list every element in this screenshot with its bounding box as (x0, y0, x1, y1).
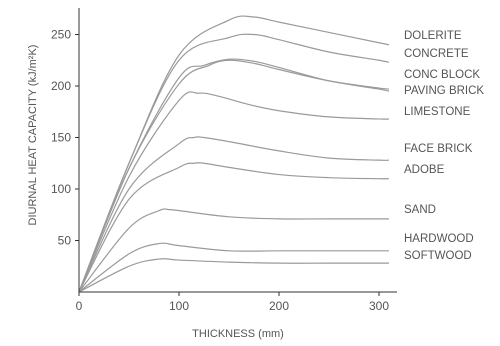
series-label-concrete: CONCRETE (404, 48, 469, 60)
curve-sand (78, 208, 389, 293)
series-label-dolerite: DOLERITE (404, 30, 462, 42)
series-label-paving-brick: PAVING BRICK (404, 85, 484, 97)
curve-softwood (78, 258, 389, 293)
y-tick-label: 150 (51, 131, 71, 145)
curve-limestone (78, 91, 390, 293)
x-tick-label: 200 (269, 299, 289, 313)
x-ticks-layer: 0 100 200 300 (76, 292, 389, 313)
curve-adobe (78, 162, 390, 293)
curves-layer (78, 15, 390, 293)
curve-concrete (78, 33, 390, 293)
y-axis-title: DIURNAL HEAT CAPACITY (kJ/m²K) (27, 45, 39, 226)
series-label-adobe: ADOBE (404, 164, 445, 176)
series-label-face-brick: FACE BRICK (404, 143, 473, 155)
x-axis-title: THICKNESS (mm) (192, 328, 284, 340)
series-labels-layer: DOLERITE CONCRETE CONC BLOCK PAVING BRICK LI… (404, 30, 484, 262)
x-tick-label: 300 (369, 299, 389, 313)
x-tick-label: 100 (169, 299, 189, 313)
series-label-softwood: SOFTWOOD (404, 250, 472, 262)
series-label-conc-block: CONC BLOCK (404, 69, 480, 81)
y-tick-label: 100 (51, 182, 71, 196)
curve-face-brick (78, 136, 390, 293)
y-ticks-layer: 50 100 150 200 250 (51, 28, 79, 248)
series-label-hardwood: HARDWOOD (404, 233, 474, 245)
series-label-sand: SAND (404, 204, 436, 216)
y-tick-label: 200 (51, 79, 71, 93)
curve-paving-brick (78, 58, 390, 293)
x-tick-label: 0 (76, 299, 83, 313)
curve-hardwood (78, 242, 389, 293)
y-tick-label: 50 (58, 234, 72, 248)
series-label-limestone: LIMESTONE (404, 106, 471, 118)
y-tick-label: 250 (51, 28, 71, 42)
